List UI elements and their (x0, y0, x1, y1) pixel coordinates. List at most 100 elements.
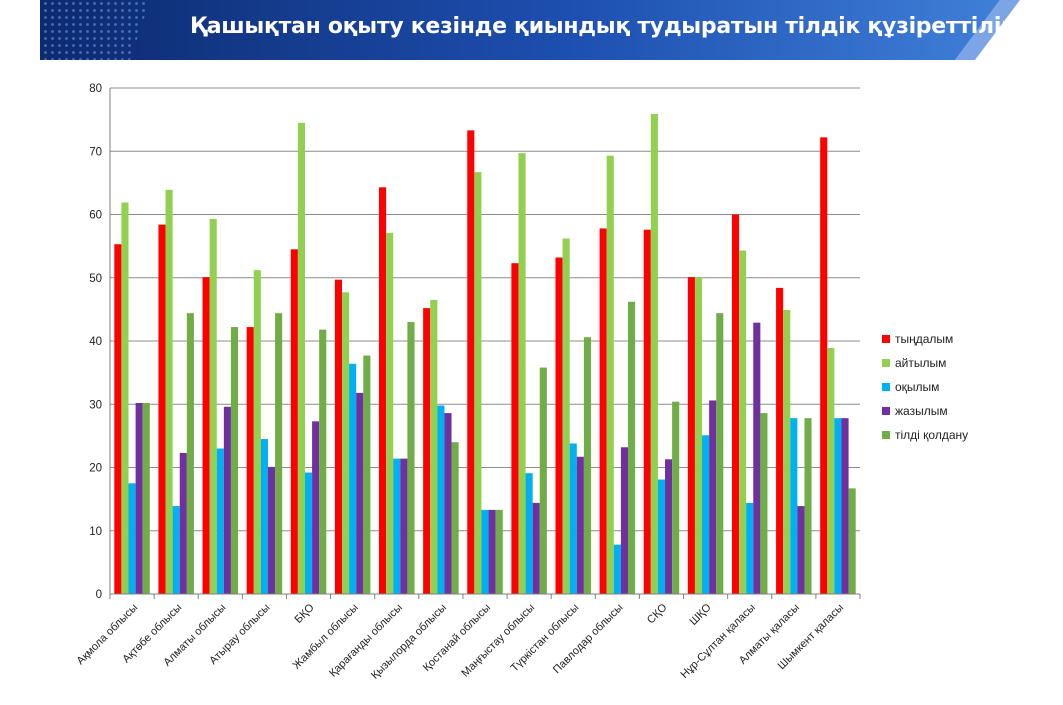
bar (716, 313, 724, 594)
bar (599, 228, 607, 595)
bar (532, 502, 540, 594)
y-tick-label: 40 (89, 336, 102, 348)
page-title: Қашықтан оқыту кезінде қиындық тудыратын… (190, 14, 1059, 39)
bar (297, 122, 305, 594)
bar (342, 292, 350, 594)
bar (158, 224, 166, 594)
bar (135, 402, 143, 594)
legend-label: оқылым (895, 380, 939, 394)
bar (407, 322, 415, 594)
legend-swatch (882, 407, 890, 415)
bar (620, 447, 628, 594)
bar (848, 488, 856, 594)
bar (128, 483, 136, 594)
bar (834, 418, 842, 594)
bar (495, 509, 503, 594)
bar (275, 313, 283, 594)
bar (518, 153, 526, 594)
x-category-label: Қызылорда облысы (369, 602, 449, 682)
bar (172, 506, 180, 594)
bar (481, 509, 489, 594)
legend-swatch (882, 335, 890, 343)
legend-label: тыңдалым (895, 332, 953, 346)
bar (702, 435, 710, 594)
bars (114, 113, 856, 595)
bar (797, 506, 805, 594)
bar (334, 279, 342, 594)
bar (386, 232, 394, 594)
bar (437, 405, 445, 594)
bar (657, 479, 666, 594)
bar (165, 189, 173, 594)
bar (613, 544, 621, 594)
bar (430, 299, 438, 594)
y-tick-label: 20 (89, 463, 102, 475)
bar (643, 229, 651, 594)
bar (423, 308, 431, 594)
bar (186, 313, 194, 594)
bar (739, 250, 747, 595)
bar (583, 337, 591, 594)
bar (687, 277, 695, 594)
bar (525, 473, 533, 594)
bar (790, 418, 798, 594)
bar (488, 509, 496, 594)
bar (142, 402, 150, 594)
bar (841, 418, 849, 594)
bar (511, 263, 519, 594)
bar (665, 459, 673, 594)
y-tick-label: 80 (89, 83, 102, 95)
bar (246, 327, 254, 594)
bar (444, 413, 452, 594)
bar (253, 270, 261, 594)
bar (209, 218, 217, 594)
y-tick-label: 70 (89, 146, 102, 158)
bar (694, 277, 703, 594)
banner-dot-pattern (40, 0, 150, 60)
legend-label: жазылым (895, 404, 948, 418)
bar (312, 421, 320, 594)
bar (379, 187, 387, 595)
banner-accent-stripe (955, 0, 1020, 60)
bar (569, 443, 577, 594)
bar (393, 458, 401, 594)
bar (121, 202, 129, 595)
bar (820, 137, 828, 594)
x-category-label: ШҚО (688, 601, 715, 628)
bar (760, 413, 768, 594)
bar (349, 363, 357, 594)
y-tick-label: 60 (89, 210, 102, 222)
bar (555, 257, 563, 594)
bar (304, 472, 313, 594)
bar (576, 456, 584, 594)
bar (400, 458, 408, 594)
bar (672, 401, 680, 594)
bar (467, 130, 475, 594)
bar (319, 329, 327, 594)
legend-swatch (882, 431, 890, 439)
bar (628, 301, 636, 594)
bar (290, 249, 298, 595)
bar (202, 277, 210, 594)
bar (650, 113, 658, 595)
x-category-label: БҚО (292, 601, 316, 625)
bar (562, 238, 570, 594)
bar (746, 502, 754, 594)
x-category-label: Нұр-Сұлтан қаласы (679, 602, 758, 681)
header-banner (40, 0, 1020, 60)
x-category-label: Маңғыстау облысы (459, 602, 537, 680)
bar (731, 214, 740, 594)
bar (179, 452, 187, 594)
bar (267, 466, 276, 594)
y-tick-label: 30 (89, 399, 102, 411)
bar (356, 392, 364, 594)
bar (230, 327, 239, 594)
bar (451, 442, 459, 594)
bar (216, 448, 224, 594)
legend-swatch (882, 359, 890, 367)
bar (753, 322, 761, 594)
bar (223, 406, 231, 594)
legend: тыңдалым айтылым оқылым жазылым тілді қолдан… (882, 332, 968, 442)
